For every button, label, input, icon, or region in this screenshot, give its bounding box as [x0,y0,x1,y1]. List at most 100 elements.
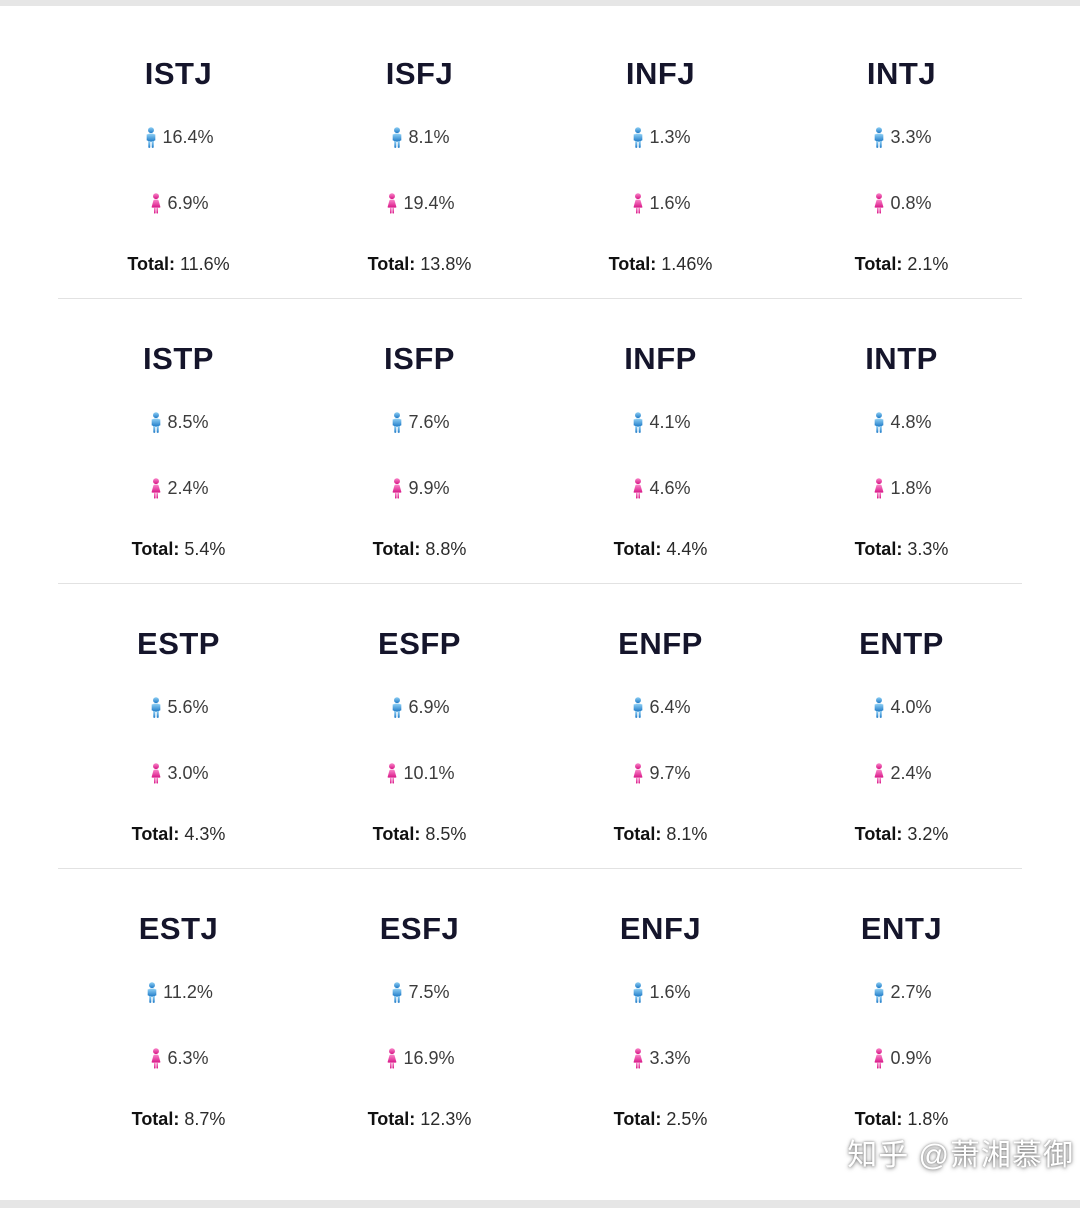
row-divider [58,868,1022,869]
total-stat: Total: 8.7% [132,1107,226,1131]
type-card-infj: INFJ 1.3% 1.6% Total: 1.46% [540,26,781,276]
male-icon [630,411,646,435]
male-stat: 1.3% [630,124,691,150]
type-name: ENFJ [619,911,702,946]
type-card-istp: ISTP 8.5% 2.4% Total: 5.4% [58,311,299,561]
grid-row-1: ISTJ 16.4% 6.9% Total: 11.6% ISFJ 8.1% 19… [58,14,1022,298]
type-name: INTJ [866,56,937,91]
grid-row-2: ISTP 8.5% 2.4% Total: 5.4% ISFP 7.6% 9.9%… [58,299,1022,583]
male-stat: 3.3% [871,124,932,150]
total-stat: Total: 3.3% [855,537,949,561]
female-percentage: 10.1% [403,763,455,783]
total-label: Total: [854,254,903,274]
total-percentage: 13.8% [420,254,472,274]
type-card-intj: INTJ 3.3% 0.8% Total: 2.1% [781,26,1022,276]
male-stat: 4.8% [871,409,932,435]
male-icon [871,981,887,1005]
male-stat: 7.6% [389,409,450,435]
male-percentage: 4.8% [890,412,932,432]
female-icon [148,762,164,786]
male-percentage: 1.6% [649,982,691,1002]
female-icon [384,192,400,216]
male-icon [630,126,646,150]
type-card-infp: INFP 4.1% 4.6% Total: 4.4% [540,311,781,561]
type-card-isfj: ISFJ 8.1% 19.4% Total: 13.8% [299,26,540,276]
female-percentage: 6.3% [167,1048,209,1068]
type-name: ESTP [137,626,220,661]
type-name: ESFP [378,626,461,661]
female-percentage: 2.4% [890,763,932,783]
female-icon [148,1047,164,1071]
type-name: ESFJ [379,911,460,946]
female-stat: 9.7% [630,760,691,786]
male-icon [389,696,405,720]
male-percentage: 2.7% [890,982,932,1002]
male-icon [871,411,887,435]
type-card-estp: ESTP 5.6% 3.0% Total: 4.3% [58,596,299,846]
total-label: Total: [131,824,180,844]
row-divider [58,298,1022,299]
male-stat: 5.6% [148,694,209,720]
male-stat: 16.4% [143,124,214,150]
male-stat: 1.6% [630,979,691,1005]
type-name: ISTP [143,341,214,376]
female-icon [389,477,405,501]
bottom-edge-bar [0,1200,1080,1208]
male-icon [389,411,405,435]
total-stat: Total: 2.5% [614,1107,708,1131]
male-stat: 11.2% [144,979,213,1005]
male-icon [630,696,646,720]
male-percentage: 5.6% [167,697,209,717]
grid-row-4: ESTJ 11.2% 6.3% Total: 8.7% ESFJ 7.5% 16.… [58,869,1022,1153]
male-percentage: 3.3% [890,127,932,147]
female-icon [871,192,887,216]
total-stat: Total: 1.8% [855,1107,949,1131]
female-stat: 3.0% [148,760,209,786]
total-percentage: 5.4% [184,539,226,559]
total-stat: Total: 4.4% [614,537,708,561]
total-percentage: 4.3% [184,824,226,844]
type-name: ISTJ [144,56,213,91]
male-icon [389,981,405,1005]
total-label: Total: [372,539,421,559]
female-stat: 0.9% [871,1045,932,1071]
total-stat: Total: 13.8% [368,252,472,276]
female-stat: 9.9% [389,475,450,501]
total-percentage: 11.6% [179,254,230,274]
female-stat: 0.8% [871,190,932,216]
total-label: Total: [367,254,416,274]
female-icon [630,1047,646,1071]
male-icon [389,126,405,150]
female-icon [148,477,164,501]
type-card-estj: ESTJ 11.2% 6.3% Total: 8.7% [58,881,299,1131]
female-icon [384,1047,400,1071]
type-card-enfp: ENFP 6.4% 9.7% Total: 8.1% [540,596,781,846]
female-percentage: 9.9% [408,478,450,498]
total-label: Total: [131,1109,180,1129]
male-percentage: 8.1% [408,127,450,147]
female-stat: 1.8% [871,475,932,501]
male-icon [148,696,164,720]
female-icon [871,762,887,786]
total-stat: Total: 8.8% [373,537,467,561]
female-stat: 4.6% [630,475,691,501]
total-label: Total: [372,824,421,844]
total-stat: Total: 5.4% [132,537,226,561]
total-percentage: 8.8% [425,539,467,559]
female-icon [630,762,646,786]
row-divider [58,583,1022,584]
total-stat: Total: 4.3% [132,822,226,846]
male-percentage: 1.3% [649,127,691,147]
male-percentage: 8.5% [167,412,209,432]
total-stat: Total: 3.2% [855,822,949,846]
type-card-esfp: ESFP 6.9% 10.1% Total: 8.5% [299,596,540,846]
total-stat: Total: 8.1% [614,822,708,846]
male-percentage: 4.1% [649,412,691,432]
female-percentage: 3.3% [649,1048,691,1068]
female-icon [630,477,646,501]
male-icon [143,126,159,150]
total-label: Total: [613,1109,662,1129]
female-percentage: 16.9% [403,1048,455,1068]
total-label: Total: [131,539,180,559]
type-name: ENFP [618,626,703,661]
